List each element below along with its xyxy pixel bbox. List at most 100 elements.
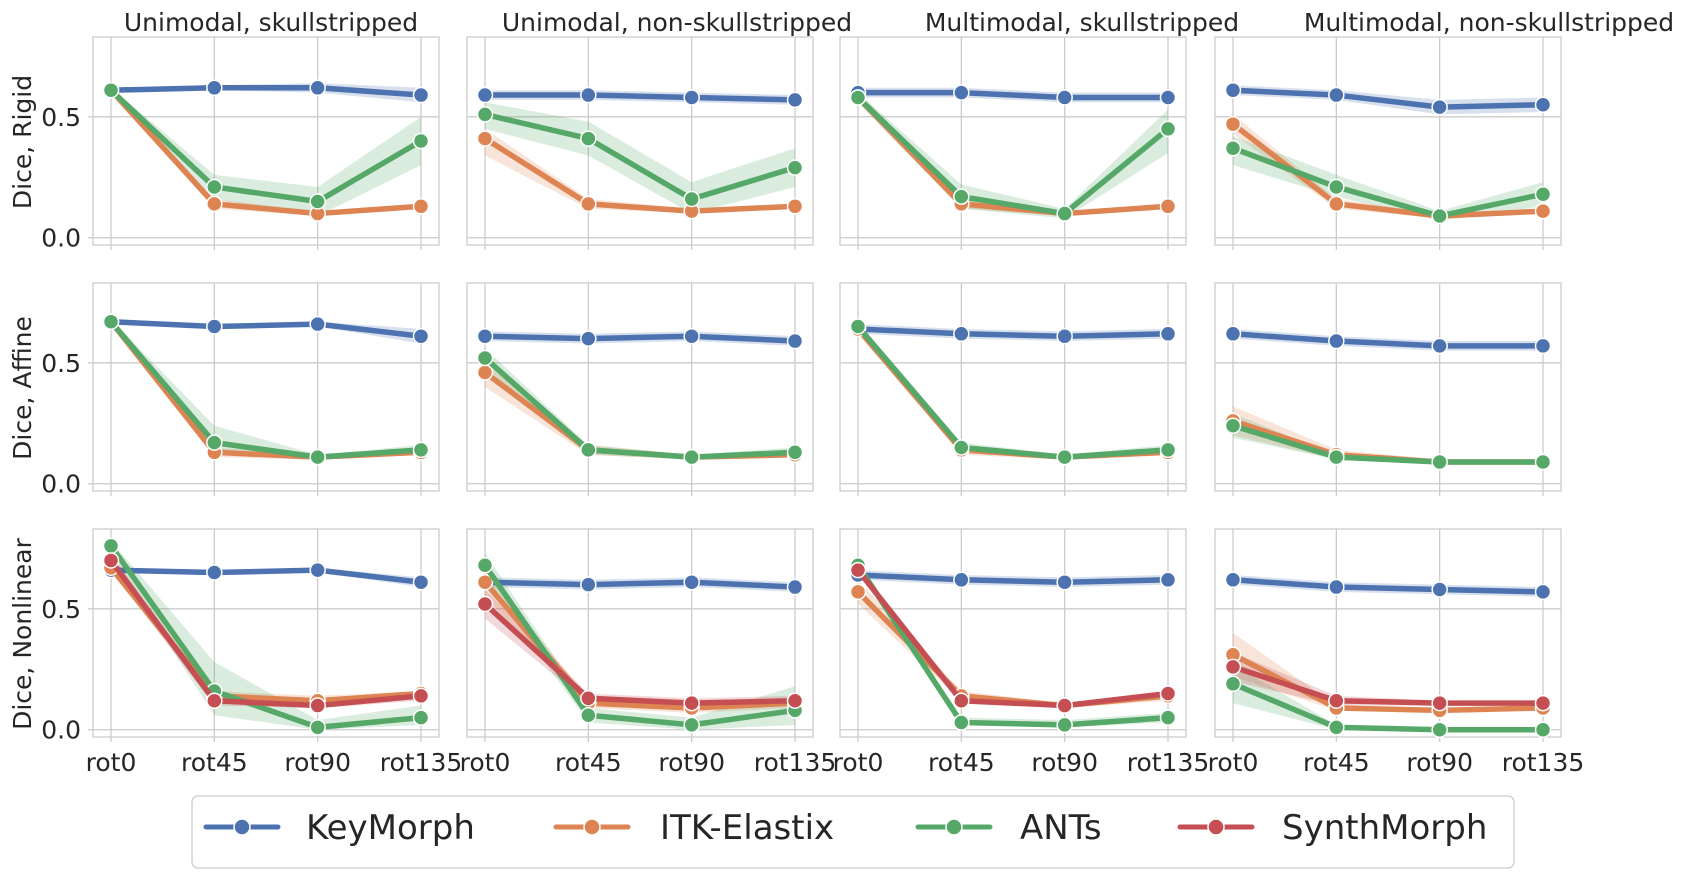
- row-label-affine: Dice, Affine: [8, 316, 37, 460]
- data-point-ants: [580, 441, 597, 459]
- data-point-keymorph: [1224, 571, 1242, 589]
- panel-dice-nonlinear-unimodal-skullstripped: 0.0 0.5 rot0 rot45 rot90 rot135: [41, 528, 462, 777]
- panel-frame: [466, 282, 814, 492]
- data-point-ants: [683, 190, 700, 208]
- data-point-ants: [580, 706, 597, 724]
- series-line-itk-elastix: [1230, 121, 1546, 219]
- legend-label-keymorph: KeyMorph: [306, 808, 475, 848]
- x-tick-label: rot90: [658, 748, 725, 777]
- data-point-itk-elastix: [476, 130, 494, 147]
- data-point-keymorph: [1328, 578, 1345, 596]
- x-tick-label: rot90: [284, 748, 351, 777]
- data-point-ants: [476, 557, 494, 574]
- series-line-ants: [855, 94, 1171, 217]
- panel-dice-affine-unimodal-skullstripped: 0.0 0.5: [41, 282, 440, 499]
- ci-band-ants: [858, 92, 1168, 219]
- series-line-itk-elastix: [108, 87, 424, 217]
- data-point-ants: [683, 448, 700, 466]
- data-point-synthmorph: [1056, 697, 1073, 714]
- data-point-keymorph: [1328, 332, 1345, 350]
- data-point-keymorph: [1431, 337, 1448, 355]
- data-point-ants: [1159, 441, 1177, 459]
- series-line-keymorph: [108, 567, 424, 585]
- y-tick-label: 0.5: [41, 103, 81, 132]
- data-point-keymorph: [309, 561, 326, 579]
- legend-item-itk-elastix: ITK-Elastix: [553, 808, 834, 848]
- data-point-ants: [849, 89, 867, 106]
- data-point-ants: [580, 130, 597, 147]
- data-point-ants: [309, 719, 326, 736]
- data-point-ants: [1056, 448, 1073, 466]
- data-point-keymorph: [1056, 327, 1073, 345]
- panel-frame: [92, 36, 440, 246]
- data-point-ants: [953, 188, 970, 205]
- data-point-ants: [1431, 453, 1448, 471]
- data-point-itk-elastix: [412, 198, 430, 215]
- series-line-ants: [855, 562, 1171, 728]
- series-line-keymorph: [482, 92, 798, 103]
- data-point-ants: [102, 313, 120, 330]
- series-line-keymorph: [855, 572, 1171, 585]
- data-point-synthmorph: [412, 687, 430, 705]
- data-point-synthmorph: [1159, 685, 1177, 702]
- column-title-4: Multimodal, non-skullstripped: [1304, 8, 1674, 37]
- panel-frame: [1214, 282, 1562, 492]
- legend-marker-synthmorph: [1207, 818, 1225, 836]
- y-tick-label: 0.0: [41, 470, 81, 499]
- panel-frame: [92, 528, 440, 738]
- legend-item-synthmorph: SynthMorph: [1177, 808, 1487, 848]
- column-titles: Unimodal, skullstripped Unimodal, non-sk…: [124, 8, 1674, 37]
- series-line-ants: [482, 355, 798, 460]
- series-line-ants: [482, 111, 798, 202]
- row-label-nonlinear: Dice, Nonlinear: [8, 537, 37, 729]
- data-point-itk-elastix: [1534, 202, 1552, 220]
- series-line-keymorph: [1230, 87, 1546, 110]
- data-point-ants: [1224, 675, 1242, 693]
- row-label-rigid: Dice, Rigid: [8, 75, 37, 209]
- data-point-keymorph: [1534, 96, 1552, 113]
- series-line-keymorph: [1230, 331, 1546, 349]
- data-point-keymorph: [1534, 337, 1552, 355]
- row-labels: Dice, Rigid Dice, Affine Dice, Nonlinear: [8, 75, 37, 730]
- x-tick-label: rot0: [460, 748, 511, 777]
- data-point-itk-elastix: [476, 573, 494, 591]
- data-point-keymorph: [412, 573, 430, 591]
- data-point-ants: [1056, 716, 1073, 734]
- data-point-keymorph: [683, 89, 700, 106]
- x-tick-label: rot0: [1208, 748, 1259, 777]
- panel-frame: [1214, 36, 1562, 246]
- data-point-itk-elastix: [476, 364, 494, 381]
- data-point-itk-elastix: [580, 195, 597, 213]
- data-point-itk-elastix: [786, 198, 804, 215]
- series-line-ants: [1230, 681, 1546, 733]
- data-point-keymorph: [580, 86, 597, 104]
- series-line-ants: [108, 543, 424, 731]
- data-point-keymorph: [786, 91, 804, 109]
- panel-frame: [1214, 528, 1562, 738]
- x-tick-label: rot45: [555, 748, 622, 777]
- data-point-keymorph: [580, 330, 597, 347]
- data-point-ants: [206, 434, 223, 451]
- data-point-synthmorph: [1431, 694, 1448, 712]
- legend-label-synthmorph: SynthMorph: [1282, 808, 1487, 848]
- x-tick-label: rot45: [181, 748, 248, 777]
- data-point-ants: [1431, 207, 1448, 225]
- ci-band-itk-elastix: [858, 579, 1168, 708]
- legend-marker-ants: [945, 818, 963, 836]
- data-point-ants: [206, 178, 223, 196]
- x-tick-label: rot135: [754, 748, 837, 777]
- panel-dice-nonlinear-unimodal-non-skullstripped: rot0 rot45 rot90 rot135: [460, 528, 837, 777]
- data-point-ants: [953, 439, 970, 456]
- data-point-synthmorph: [102, 552, 120, 569]
- ci-band-itk-elastix: [485, 128, 795, 214]
- data-point-ants: [102, 537, 120, 555]
- data-point-itk-elastix: [1159, 198, 1177, 215]
- ci-band-itk-elastix: [1233, 114, 1543, 219]
- data-point-synthmorph: [683, 694, 700, 712]
- data-point-ants: [1159, 120, 1177, 138]
- data-point-ants: [1224, 417, 1242, 434]
- data-point-ants: [953, 714, 970, 731]
- data-point-synthmorph: [786, 692, 804, 709]
- data-point-keymorph: [953, 325, 970, 343]
